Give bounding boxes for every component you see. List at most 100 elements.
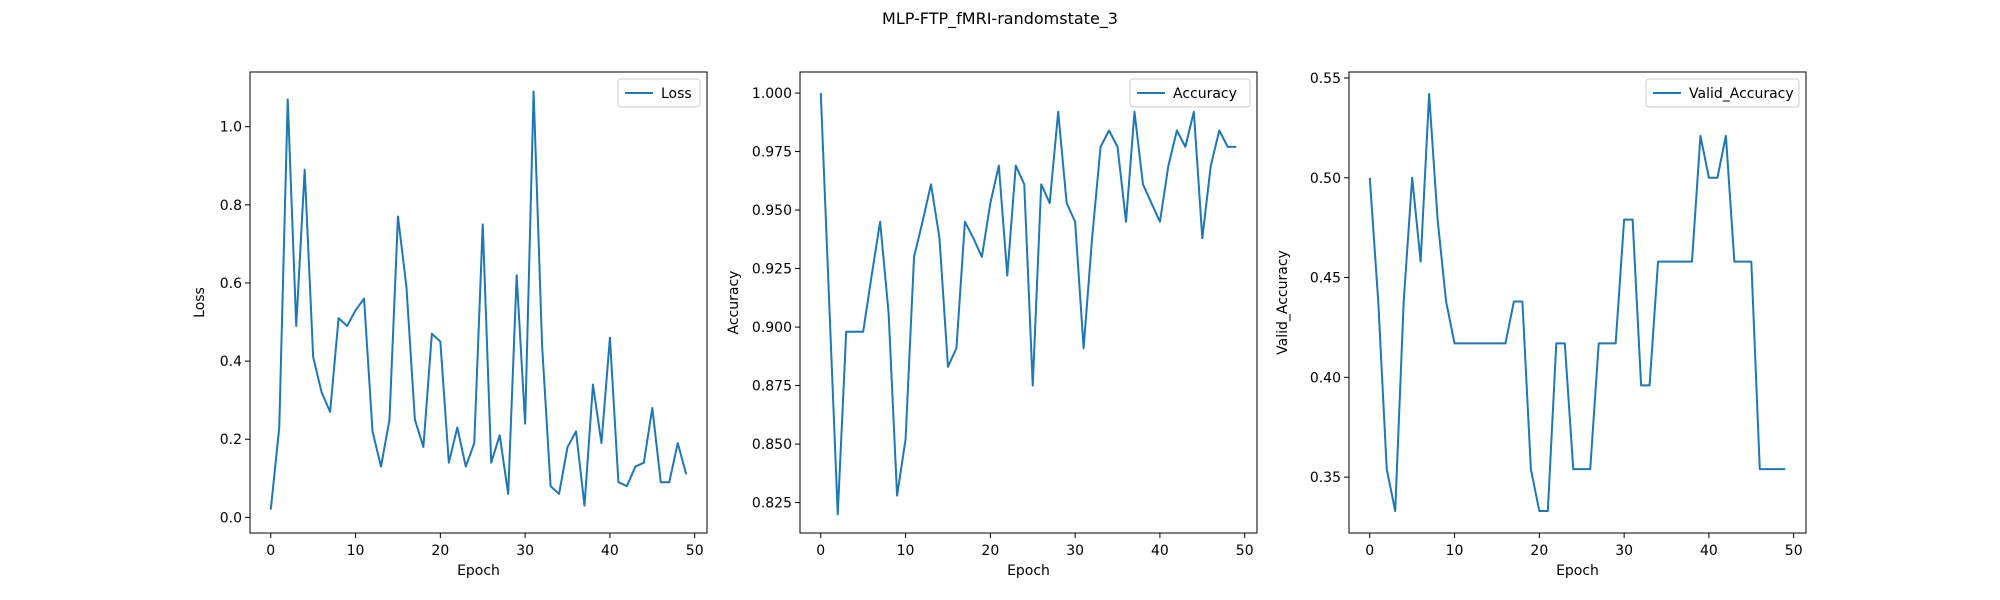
data-point: [828, 303, 830, 305]
data-point: [558, 493, 560, 495]
data-point: [1369, 177, 1371, 179]
data-point: [1632, 219, 1634, 221]
data-point: [1142, 183, 1144, 185]
data-point: [1708, 177, 1710, 179]
y-axis-label: Loss: [192, 287, 208, 318]
x-tick-label: 10: [347, 543, 365, 559]
data-point: [1555, 342, 1557, 344]
data-point: [930, 183, 932, 185]
data-point: [550, 485, 552, 487]
data-point: [541, 344, 543, 346]
data-point: [1699, 135, 1701, 137]
data-point: [1150, 202, 1152, 204]
x-tick-label: 30: [516, 543, 534, 559]
data-point: [1742, 261, 1744, 263]
data-point: [634, 466, 636, 468]
data-point: [1521, 301, 1523, 303]
data-point: [1530, 468, 1532, 470]
loss-panel: 0 10 20 30 40 50 0.0 0.2 0.4 0.6 0.8 1.0 Epoch Loss Lo…: [192, 71, 708, 579]
data-point: [947, 366, 949, 368]
data-point: [1606, 342, 1608, 344]
data-point: [922, 221, 924, 223]
data-point: [896, 495, 898, 497]
data-point: [685, 473, 687, 475]
data-point: [422, 446, 424, 448]
data-point: [1377, 301, 1379, 303]
data-point: [1049, 202, 1051, 204]
data-point: [1074, 221, 1076, 223]
legend-box: [617, 78, 701, 108]
data-point: [363, 298, 365, 300]
data-point: [1674, 261, 1676, 263]
data-point: [609, 337, 611, 339]
y-tick-label: 0.8: [220, 198, 242, 214]
data-point: [304, 169, 306, 171]
x-axis-label: Epoch: [1007, 563, 1050, 579]
figure-suptitle: MLP-FTP_fMRI-randomstate_3: [882, 9, 1118, 29]
y-tick-label: 0.35: [1310, 470, 1341, 486]
data-point: [837, 513, 839, 515]
x-tick-label: 10: [1446, 543, 1464, 559]
x-tick-label: 20: [1530, 543, 1548, 559]
data-point: [1015, 165, 1017, 167]
data-point: [1184, 146, 1186, 148]
data-point: [660, 481, 662, 483]
data-point: [439, 341, 441, 343]
x-tick-label: 40: [601, 543, 619, 559]
data-point: [516, 274, 518, 276]
data-point: [1581, 468, 1583, 470]
data-point: [1487, 342, 1489, 344]
data-point: [1598, 342, 1600, 344]
y-tick-label: 0.0: [220, 510, 242, 526]
data-point: [1733, 261, 1735, 263]
data-point: [524, 423, 526, 425]
data-point: [1589, 468, 1591, 470]
y-tick-label: 0.850: [752, 437, 792, 453]
y-tick-label: 1.0: [220, 120, 242, 136]
data-point: [845, 331, 847, 333]
data-point: [1091, 237, 1093, 239]
y-axis-label: Accuracy: [726, 271, 742, 335]
axes-frame: [249, 71, 708, 534]
y-tick-label: 0.55: [1310, 71, 1341, 87]
data-point: [989, 202, 991, 204]
data-point: [338, 317, 340, 319]
data-point: [1547, 510, 1549, 512]
data-point: [448, 462, 450, 464]
data-point: [1725, 135, 1727, 137]
x-tick-label: 0: [1365, 543, 1374, 559]
data-point: [854, 331, 856, 333]
data-point: [1420, 261, 1422, 263]
x-tick-label: 0: [816, 543, 825, 559]
data-point: [592, 384, 594, 386]
y-tick-label: 0.6: [220, 276, 242, 292]
data-point: [981, 256, 983, 258]
y-tick-label: 0.45: [1310, 271, 1341, 287]
data-point: [1218, 130, 1220, 132]
data-point: [1057, 111, 1059, 113]
series-line: [1368, 92, 1786, 513]
y-tick-label: 0.50: [1310, 171, 1341, 187]
data-point: [1513, 301, 1515, 303]
x-tick-label: 20: [431, 543, 449, 559]
data-point: [1125, 221, 1127, 223]
data-point: [1496, 342, 1498, 344]
data-point: [1210, 165, 1212, 167]
data-point: [329, 411, 331, 413]
data-point: [287, 98, 289, 100]
y-axis-label: Valid_Accuracy: [1275, 250, 1291, 355]
data-point: [1445, 301, 1447, 303]
x-axis-label: Epoch: [457, 563, 500, 579]
data-point: [626, 485, 628, 487]
accuracy-panel: 0 10 20 30 40 50 0.825 0.850 0.875 0.900 0.925 0.95…: [726, 71, 1258, 579]
data-point: [1682, 261, 1684, 263]
data-point: [583, 505, 585, 507]
data-point: [1564, 342, 1566, 344]
data-point: [465, 466, 467, 468]
data-point: [270, 509, 272, 511]
data-point: [1083, 347, 1085, 349]
data-point: [490, 462, 492, 464]
data-point: [879, 221, 881, 223]
data-point: [1479, 342, 1481, 344]
